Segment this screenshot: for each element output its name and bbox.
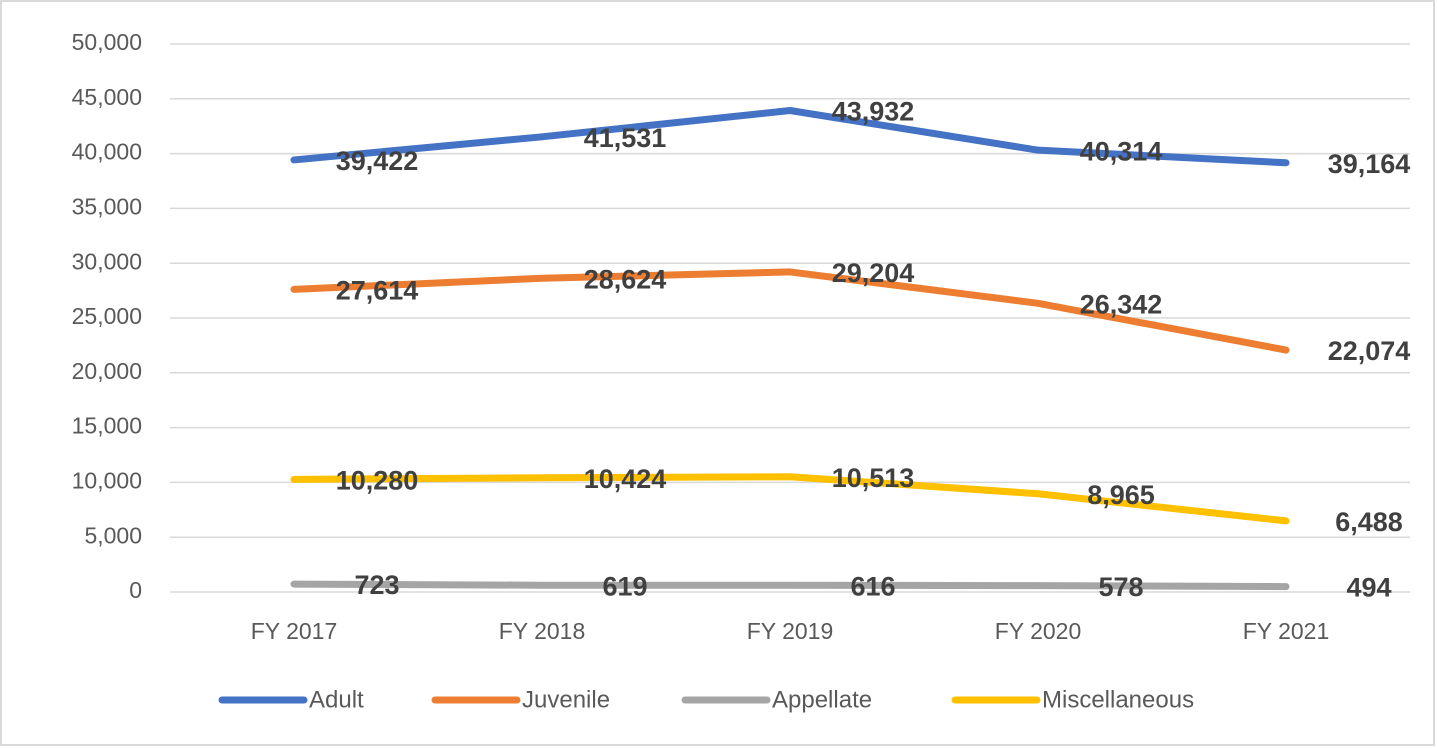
y-tick-label: 15,000 xyxy=(72,413,142,439)
data-label: 27,614 xyxy=(336,275,419,305)
data-label: 619 xyxy=(602,571,647,601)
data-label: 43,932 xyxy=(832,97,915,127)
data-label: 494 xyxy=(1346,573,1391,603)
y-tick-label: 20,000 xyxy=(72,358,142,384)
data-label: 29,204 xyxy=(832,258,915,288)
y-tick-label: 10,000 xyxy=(72,467,142,493)
data-label: 41,531 xyxy=(584,123,667,153)
data-label: 39,164 xyxy=(1328,149,1411,179)
data-label: 10,280 xyxy=(336,465,419,495)
legend-label: Adult xyxy=(309,686,364,713)
data-label: 28,624 xyxy=(584,264,667,294)
data-label: 578 xyxy=(1098,572,1143,602)
series-line xyxy=(290,580,1290,591)
data-label: 39,422 xyxy=(336,146,419,176)
legend-label: Miscellaneous xyxy=(1042,686,1194,713)
data-label: 616 xyxy=(850,571,895,601)
y-tick-label: 0 xyxy=(129,577,142,603)
data-label: 22,074 xyxy=(1328,336,1411,366)
legend-label: Juvenile xyxy=(522,686,610,713)
data-label: 723 xyxy=(354,570,399,600)
data-label: 8,965 xyxy=(1087,480,1155,510)
y-tick-label: 50,000 xyxy=(72,29,142,55)
y-tick-label: 40,000 xyxy=(72,139,142,165)
x-tick-label: FY 2019 xyxy=(747,618,834,644)
x-tick-label: FY 2021 xyxy=(1243,618,1330,644)
y-tick-label: 25,000 xyxy=(72,303,142,329)
y-tick-label: 5,000 xyxy=(84,522,142,548)
x-tick-label: FY 2017 xyxy=(251,618,338,644)
y-tick-label: 35,000 xyxy=(72,193,142,219)
data-label: 40,314 xyxy=(1080,136,1163,166)
data-label: 10,513 xyxy=(832,463,915,493)
y-tick-label: 30,000 xyxy=(72,248,142,274)
x-tick-label: FY 2018 xyxy=(499,618,586,644)
legend-label: Appellate xyxy=(772,686,872,713)
x-tick-label: FY 2020 xyxy=(995,618,1082,644)
data-label: 26,342 xyxy=(1080,289,1163,319)
data-label: 6,488 xyxy=(1335,507,1403,537)
y-tick-label: 45,000 xyxy=(72,84,142,110)
data-label: 10,424 xyxy=(584,464,667,494)
series-line xyxy=(290,268,1290,354)
series-line xyxy=(290,473,1290,525)
series-line xyxy=(290,107,1290,167)
